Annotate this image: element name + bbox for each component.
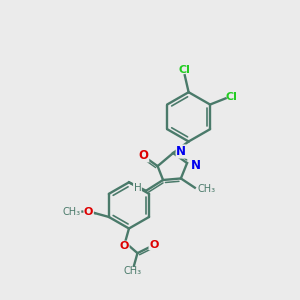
- Text: O: O: [120, 241, 129, 251]
- Text: CH₃: CH₃: [63, 207, 81, 217]
- Text: N: N: [176, 145, 186, 158]
- Text: Cl: Cl: [225, 92, 237, 102]
- Text: N: N: [191, 159, 201, 172]
- Text: O: O: [149, 240, 158, 250]
- Text: CH₃: CH₃: [124, 266, 142, 276]
- Text: O: O: [84, 207, 93, 217]
- Text: O: O: [139, 149, 149, 162]
- Text: CH₃: CH₃: [198, 184, 216, 194]
- Text: H: H: [134, 184, 141, 194]
- Text: Cl: Cl: [178, 65, 190, 75]
